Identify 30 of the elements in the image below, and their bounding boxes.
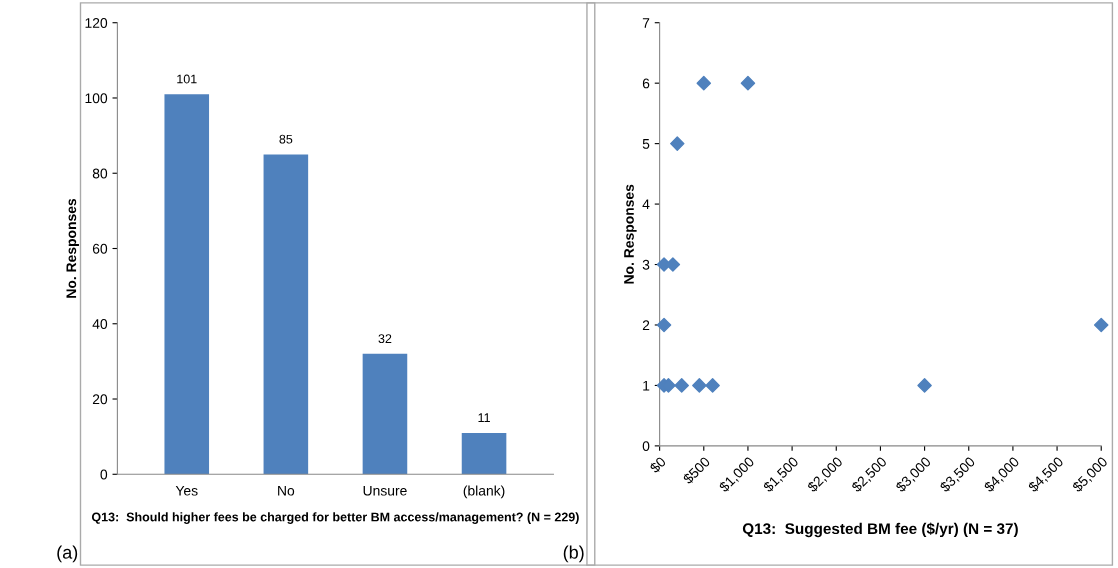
- data-label: 101: [177, 74, 197, 84]
- y-axis-title: No. Responses: [66, 198, 79, 298]
- y-tick-label: 0: [642, 441, 650, 452]
- y-tick-label: 100: [85, 93, 108, 104]
- y-tick-label: 40: [92, 319, 108, 329]
- data-label: 11: [478, 413, 490, 422]
- y-tick-label: 3: [642, 259, 650, 270]
- y-tick-label: 80: [92, 168, 108, 179]
- x-axis-title: Q13: Suggested BM fee ($/yr) (N = 37): [742, 522, 1018, 538]
- y-tick-label: 1: [643, 380, 650, 391]
- data-label: 85: [279, 134, 293, 144]
- text: (a): [57, 545, 78, 563]
- x-tick-label: Yes: [175, 485, 198, 496]
- y-tick-label: 7: [642, 18, 650, 28]
- y-tick-label: 4: [642, 199, 650, 210]
- x-tick-label: No: [278, 485, 295, 496]
- y-tick-label: 60: [92, 243, 108, 254]
- text: (b): [563, 545, 584, 563]
- x-tick-label: Unsure: [363, 485, 407, 496]
- y-tick-label: 2: [642, 320, 650, 331]
- data-label: 32: [378, 334, 392, 344]
- x-axis-title: Q13: Should higher fees be charged for better BM access/management? (N = 229): [91, 512, 579, 524]
- y-tick-label: 120: [85, 18, 108, 28]
- x-tick-label: $0: [648, 455, 668, 475]
- x-tick-label: (blank): [463, 485, 505, 499]
- y-tick-label: 5: [642, 139, 650, 149]
- y-tick-label: 0: [100, 469, 108, 480]
- y-tick-label: 6: [642, 78, 650, 89]
- y-axis-title: No. Responses: [624, 184, 637, 284]
- y-tick-label: 20: [92, 394, 108, 405]
